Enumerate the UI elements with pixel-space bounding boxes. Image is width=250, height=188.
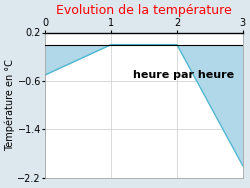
Y-axis label: Température en °C: Température en °C bbox=[4, 59, 15, 151]
Text: heure par heure: heure par heure bbox=[133, 70, 234, 80]
Title: Evolution de la température: Evolution de la température bbox=[56, 4, 232, 17]
